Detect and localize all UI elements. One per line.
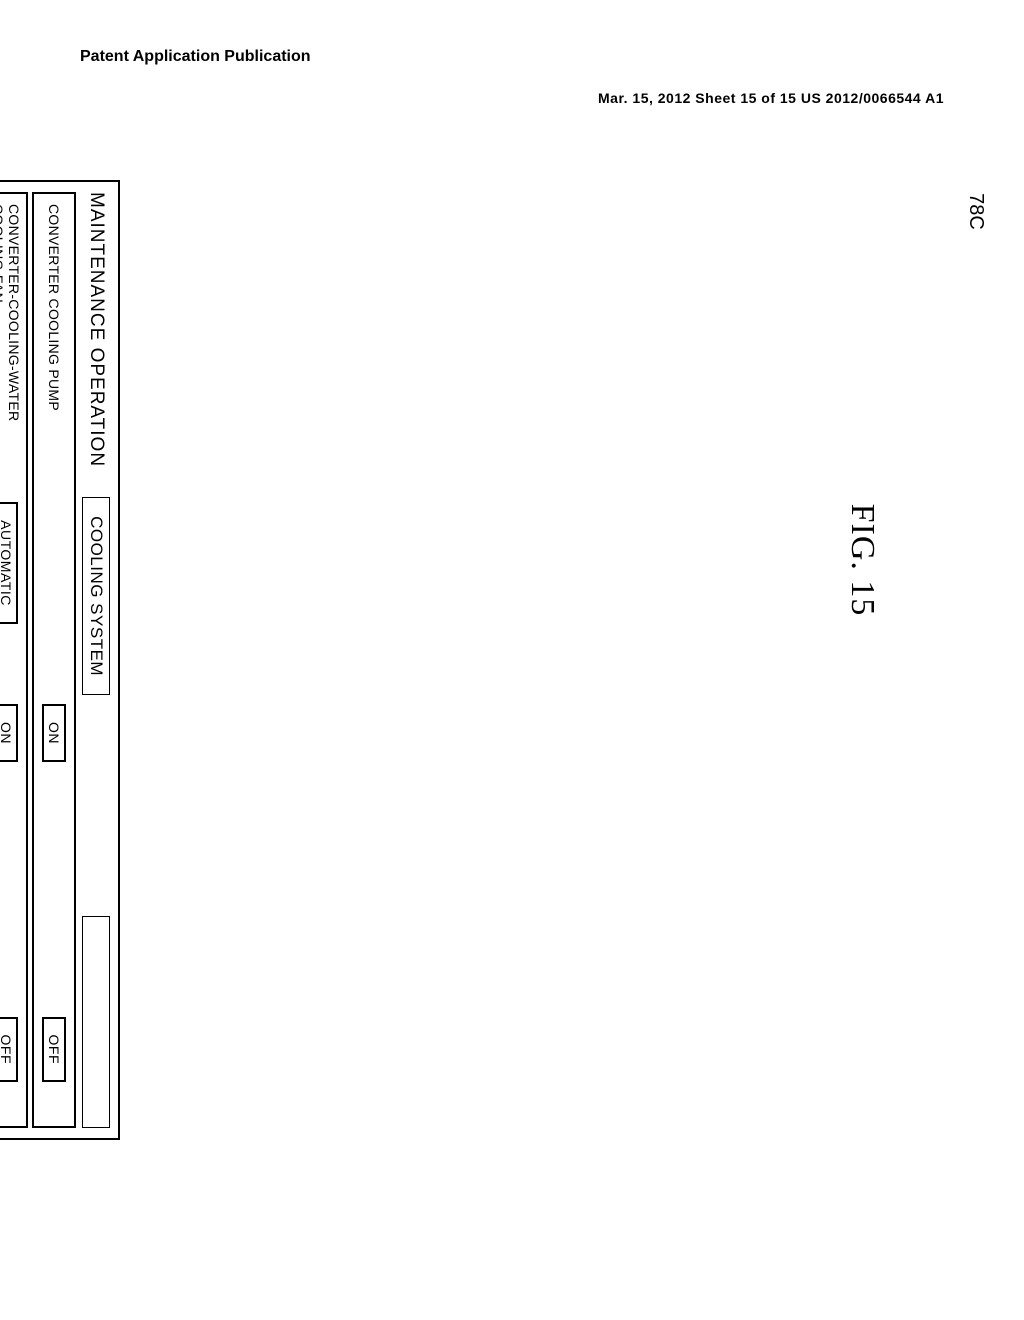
row-converter-pump: CONVERTER COOLING PUMP ON OFF	[32, 192, 76, 1128]
cooling-panel: MAINTENANCE OPERATION COOLING SYSTEM CON…	[0, 180, 120, 1160]
page-info: Mar. 15, 2012 Sheet 15 of 15 US 2012/006…	[598, 90, 944, 106]
panel-sub-title: COOLING SYSTEM	[82, 497, 110, 695]
off-button[interactable]: OFF	[0, 1017, 18, 1083]
row-label: CONVERTER COOLING PUMP	[46, 204, 62, 411]
title-row: MAINTENANCE OPERATION COOLING SYSTEM	[82, 192, 110, 1128]
figure-label: FIG. 15	[843, 504, 881, 617]
panel-main-title: MAINTENANCE OPERATION	[85, 192, 107, 467]
on-button[interactable]: ON	[0, 704, 18, 762]
row-converter-fan: CONVERTER-COOLING-WATER COOLING FAN AUTO…	[0, 192, 28, 1128]
row-label: CONVERTER-COOLING-WATER COOLING FAN	[0, 204, 22, 421]
publication-label: Patent Application Publication	[80, 48, 311, 66]
automatic-button[interactable]: AUTOMATIC	[0, 502, 18, 624]
reference-number: 78C	[964, 193, 987, 230]
off-button[interactable]: OFF	[42, 1017, 66, 1083]
panel-blank-box	[82, 916, 110, 1128]
on-button[interactable]: ON	[42, 704, 66, 762]
